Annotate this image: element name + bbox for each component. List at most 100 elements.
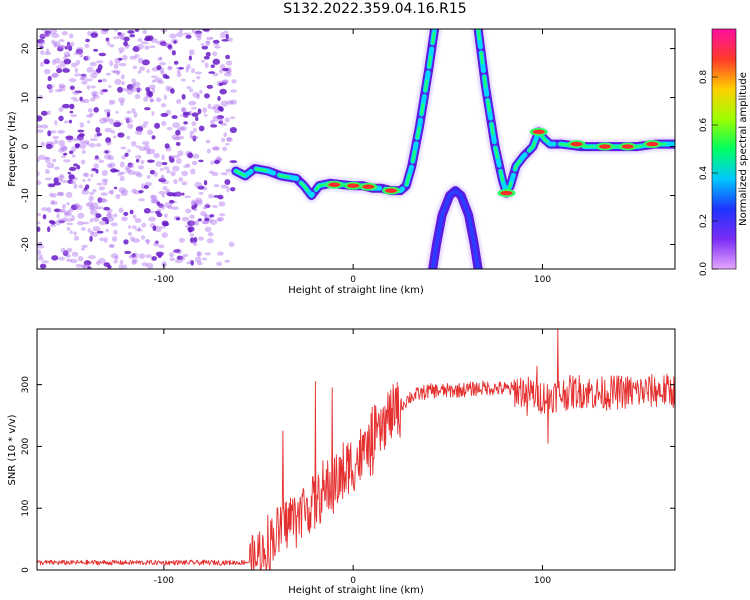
noise-dot bbox=[222, 67, 229, 72]
noise-dot bbox=[104, 150, 109, 154]
noise-dot bbox=[146, 262, 154, 269]
noise-dot bbox=[115, 193, 121, 200]
noise-dot bbox=[96, 230, 104, 234]
noise-dot bbox=[120, 192, 128, 196]
noise-dot bbox=[70, 204, 78, 211]
noise-dot bbox=[173, 179, 178, 184]
noise-dot bbox=[64, 210, 70, 216]
noise-dot bbox=[45, 48, 50, 54]
noise-dot bbox=[58, 218, 66, 224]
noise-dot bbox=[86, 66, 94, 73]
noise-dot bbox=[208, 170, 215, 174]
noise-dot bbox=[217, 251, 224, 256]
noise-dot bbox=[213, 159, 220, 165]
noise-dot bbox=[64, 211, 73, 217]
noise-dot bbox=[176, 32, 184, 38]
noise-dot bbox=[112, 70, 121, 74]
noise-dot bbox=[140, 41, 149, 45]
noise-dot bbox=[225, 33, 229, 40]
noise-dot bbox=[144, 239, 151, 243]
x-tick-label: 0 bbox=[350, 275, 356, 285]
noise-dot bbox=[218, 69, 224, 74]
noise-dot bbox=[85, 141, 90, 146]
noise-dot bbox=[123, 36, 130, 42]
noise-dot bbox=[217, 105, 223, 111]
noise-dot bbox=[149, 45, 156, 49]
noise-dot bbox=[121, 80, 125, 86]
noise-dot bbox=[79, 53, 84, 58]
noise-dot bbox=[206, 148, 212, 154]
noise-dot bbox=[219, 117, 223, 123]
noise-dot bbox=[164, 202, 173, 208]
noise-dot bbox=[37, 244, 45, 249]
y-tick-label: 20 bbox=[21, 43, 31, 55]
noise-dot bbox=[50, 130, 57, 134]
noise-dot bbox=[81, 149, 86, 154]
noise-dot bbox=[63, 51, 71, 58]
noise-dot bbox=[182, 253, 189, 257]
noise-dot bbox=[193, 202, 198, 208]
noise-dot bbox=[61, 30, 69, 36]
noise-dot bbox=[127, 169, 136, 176]
noise-dot bbox=[192, 91, 200, 98]
noise-dot bbox=[172, 122, 181, 129]
noise-dot bbox=[194, 181, 203, 188]
snr-series bbox=[37, 329, 675, 570]
hot-spot bbox=[500, 190, 513, 196]
noise-dot bbox=[48, 220, 55, 224]
noise-dot bbox=[101, 169, 108, 176]
noise-dot bbox=[211, 106, 216, 110]
noise-dot bbox=[68, 78, 77, 83]
hot-spot bbox=[347, 183, 360, 188]
noise-dot bbox=[69, 150, 74, 155]
noise-dot bbox=[177, 150, 184, 157]
noise-dot bbox=[44, 168, 50, 174]
noise-dot bbox=[163, 166, 170, 170]
noise-dot bbox=[209, 36, 214, 40]
noise-dot bbox=[220, 122, 228, 126]
noise-dot bbox=[197, 251, 202, 257]
noise-dot bbox=[57, 44, 66, 48]
noise-dot bbox=[181, 107, 187, 113]
noise-dot bbox=[199, 89, 203, 94]
noise-dot bbox=[39, 33, 46, 40]
noise-dot bbox=[69, 85, 75, 91]
noise-dot bbox=[71, 215, 75, 222]
noise-dot bbox=[117, 86, 124, 93]
noise-dot bbox=[78, 184, 83, 189]
noise-dot bbox=[40, 29, 47, 32]
noise-dot bbox=[167, 44, 173, 50]
noise-dot bbox=[172, 154, 180, 159]
noise-dot bbox=[140, 183, 145, 190]
noise-dot bbox=[194, 197, 203, 204]
noise-dot bbox=[53, 177, 59, 184]
noise-dot bbox=[108, 244, 115, 248]
noise-dot bbox=[161, 154, 165, 161]
noise-dot bbox=[115, 111, 119, 114]
noise-dot bbox=[131, 108, 136, 114]
noise-dot bbox=[212, 115, 220, 122]
colorbar-tick-label: 0.0 bbox=[699, 262, 709, 277]
noise-dot bbox=[188, 55, 192, 61]
noise-dot bbox=[131, 259, 137, 265]
noise-dot bbox=[148, 216, 156, 222]
noise-dot bbox=[151, 111, 155, 116]
noise-dot bbox=[87, 30, 91, 36]
noise-dot bbox=[123, 239, 129, 245]
noise-dot bbox=[198, 191, 204, 195]
noise-dot bbox=[153, 242, 160, 247]
noise-dot bbox=[141, 222, 147, 228]
noise-dot bbox=[173, 60, 179, 65]
noise-dot bbox=[126, 88, 133, 95]
y-tick-label: -20 bbox=[21, 237, 31, 252]
noise-dot bbox=[81, 244, 88, 249]
noise-dot bbox=[163, 94, 167, 100]
noise-dot bbox=[218, 201, 226, 207]
noise-dot bbox=[155, 160, 163, 167]
noise-dot bbox=[102, 116, 111, 123]
noise-dot bbox=[127, 164, 134, 168]
ridge-layer bbox=[228, 29, 675, 269]
noise-dot bbox=[121, 216, 128, 222]
noise-dot bbox=[53, 139, 59, 145]
noise-dot bbox=[192, 135, 197, 142]
